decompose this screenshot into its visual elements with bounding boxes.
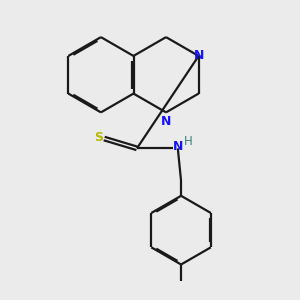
Text: N: N xyxy=(194,50,204,62)
Text: H: H xyxy=(184,135,193,148)
Text: N: N xyxy=(172,140,183,153)
Text: N: N xyxy=(161,115,171,128)
Text: S: S xyxy=(94,131,103,144)
